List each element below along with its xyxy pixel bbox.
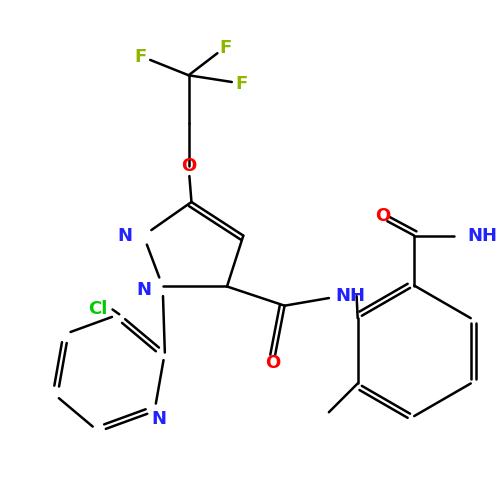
Text: F: F	[236, 75, 248, 93]
Text: NH: NH	[467, 226, 497, 244]
Text: F: F	[134, 48, 146, 66]
Text: N: N	[136, 282, 151, 300]
Text: NH: NH	[336, 287, 366, 305]
Text: O: O	[375, 208, 390, 226]
Text: O: O	[266, 354, 280, 372]
Text: O: O	[181, 158, 196, 176]
Text: F: F	[219, 40, 231, 58]
Text: Cl: Cl	[88, 300, 108, 318]
Text: N: N	[152, 410, 167, 428]
Text: N: N	[117, 226, 132, 244]
